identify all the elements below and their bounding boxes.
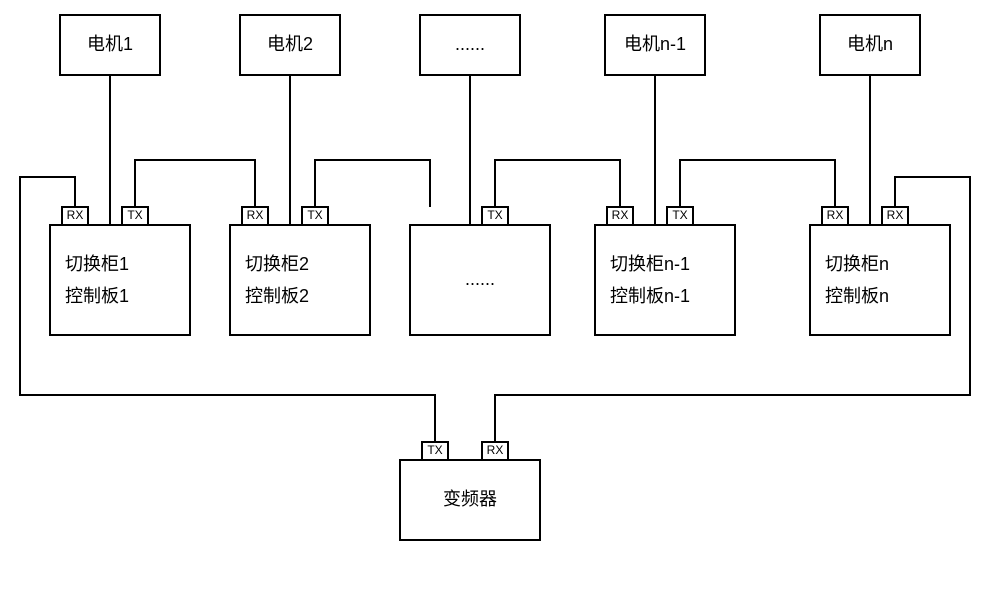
cabinet-4-rx-label: RX <box>612 208 629 222</box>
inverter-rx-label: RX <box>487 443 504 457</box>
cabinet-1-rx-label: RX <box>67 208 84 222</box>
cabinet-line1-2: 切换柜2 <box>245 254 309 274</box>
cabinet-2-tx-label: TX <box>307 208 322 222</box>
cabinet-line1-5: 切换柜n <box>825 254 889 274</box>
cabinet-line1-4: 切换柜n-1 <box>610 254 690 274</box>
cabinet-5-rx-label: RX <box>827 208 844 222</box>
cabinet-line2-2: 控制板2 <box>245 286 309 306</box>
inverter-label: 变频器 <box>443 489 497 509</box>
cabinet-line2-4: 控制板n-1 <box>610 286 690 306</box>
cabinet-line2-5: 控制板n <box>825 286 889 306</box>
cabinet-box-1 <box>50 225 190 335</box>
daisy-link-2 <box>315 160 430 207</box>
cabinet-5-tx-label: RX <box>887 208 904 222</box>
cabinet-1-tx-label: TX <box>127 208 142 222</box>
motor-label-5: 电机n <box>847 34 893 54</box>
cabinet-line1-3: ...... <box>465 269 495 289</box>
cabinet-box-2 <box>230 225 370 335</box>
motor-label-3: ...... <box>455 34 485 54</box>
cabinet-box-4 <box>595 225 735 335</box>
motor-label-2: 电机2 <box>267 34 313 54</box>
cabinet-3-tx-label: TX <box>487 208 502 222</box>
daisy-link-1 <box>135 160 255 207</box>
inverter-tx-label: TX <box>427 443 442 457</box>
daisy-link-3 <box>495 160 620 207</box>
cabinet-2-rx-label: RX <box>247 208 264 222</box>
daisy-link-4 <box>680 160 835 207</box>
cabinet-line1-1: 切换柜1 <box>65 254 129 274</box>
motor-label-4: 电机n-1 <box>624 34 686 54</box>
block-diagram: 电机1 电机2...... 电机n-1 电机n 切换柜1 控制板1 RX TX 切换柜2 控制板2… <box>0 0 1000 592</box>
cabinet-line2-1: 控制板1 <box>65 286 129 306</box>
motor-label-1: 电机1 <box>87 34 133 54</box>
cabinet-box-5 <box>810 225 950 335</box>
cabinet-4-tx-label: TX <box>672 208 687 222</box>
